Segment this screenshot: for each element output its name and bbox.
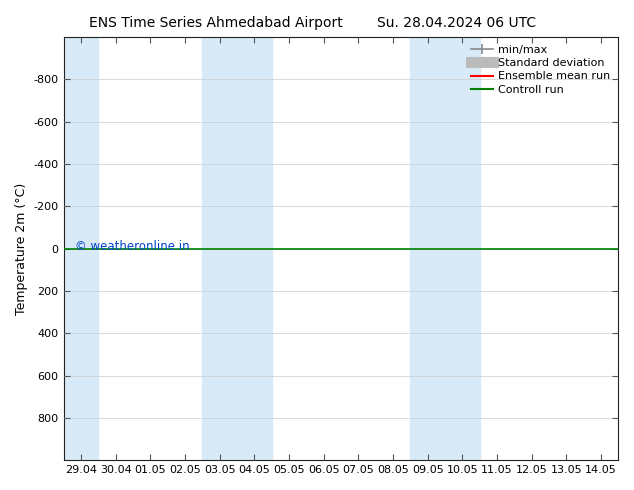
Text: © weatheronline.in: © weatheronline.in	[75, 240, 190, 253]
Bar	[202, 37, 237, 460]
Bar	[237, 37, 271, 460]
Text: Su. 28.04.2024 06 UTC: Su. 28.04.2024 06 UTC	[377, 16, 536, 30]
Bar	[410, 37, 445, 460]
Text: ENS Time Series Ahmedabad Airport: ENS Time Series Ahmedabad Airport	[89, 16, 342, 30]
Bar	[63, 37, 98, 460]
Y-axis label: Temperature 2m (°C): Temperature 2m (°C)	[15, 182, 28, 315]
Bar	[445, 37, 480, 460]
Legend: min/max, Standard deviation, Ensemble mean run, Controll run: min/max, Standard deviation, Ensemble me…	[466, 40, 615, 99]
